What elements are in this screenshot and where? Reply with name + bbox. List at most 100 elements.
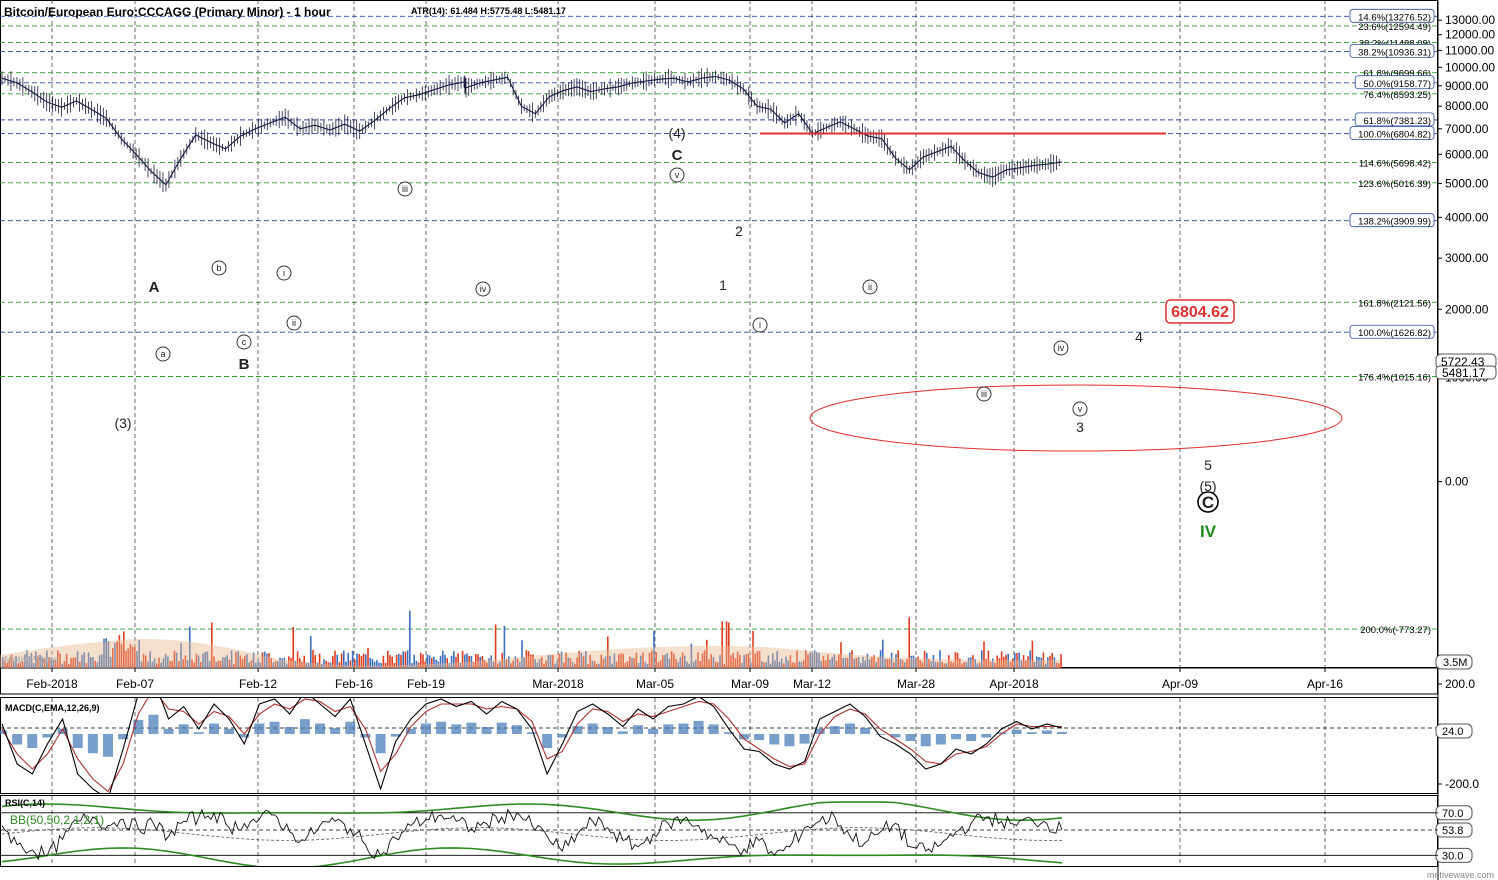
volume-bar	[961, 663, 963, 668]
volume-bar	[107, 641, 110, 668]
macd-layer	[0, 698, 1438, 793]
volume-bar	[208, 660, 211, 668]
volume-bar	[10, 654, 13, 668]
target-zone-ellipse	[809, 384, 1343, 452]
volume-bar	[237, 651, 239, 668]
volume-bar	[805, 650, 807, 668]
macd-histogram-bar	[557, 734, 568, 738]
volume-bar	[890, 652, 893, 668]
volume-bar	[721, 621, 723, 668]
volume-bar	[431, 657, 433, 668]
volume-bar	[349, 660, 352, 668]
macd-histogram-bar	[784, 734, 795, 747]
wave-label: i	[759, 320, 761, 330]
volume-bar	[783, 663, 785, 668]
volume-bar	[338, 662, 341, 668]
volume-bar	[200, 662, 202, 668]
volume-bar	[978, 662, 981, 668]
macd-histogram-bar	[57, 728, 68, 734]
volume-bar	[332, 656, 334, 668]
macd-histogram-bar	[193, 732, 204, 734]
macd-histogram-bar	[1041, 730, 1052, 734]
volume-bar	[281, 658, 283, 668]
volume-bar	[164, 653, 167, 668]
volume-bar	[365, 654, 367, 668]
volume-bar	[690, 643, 693, 668]
volume-bar	[426, 654, 429, 668]
x-tick-label: Mar-12	[793, 677, 831, 691]
volume-bar	[294, 660, 297, 668]
wave-label: 4	[1135, 329, 1143, 345]
volume-bar	[189, 626, 191, 668]
volume-bar	[827, 654, 829, 668]
volume-bar	[488, 658, 490, 668]
macd-histogram-bar	[451, 724, 462, 734]
volume-bar	[299, 658, 301, 668]
wave-label: 1	[719, 277, 727, 293]
volume-bar	[173, 650, 176, 668]
volume-bar	[921, 662, 924, 668]
wave-circle	[669, 167, 685, 183]
volume-bar	[362, 653, 365, 668]
wave-label: b	[216, 263, 221, 273]
macd-histogram-bar	[769, 734, 780, 745]
price-panel[interactable]	[0, 0, 1438, 668]
volume-bar	[79, 661, 81, 668]
volume-bar	[197, 655, 200, 668]
volume-bar	[2, 657, 4, 668]
volume-bar	[1018, 652, 1020, 668]
x-tick-label: Feb-12	[239, 677, 277, 691]
volume-bar	[600, 654, 602, 668]
volume-bar	[477, 654, 479, 668]
volume-bar	[28, 656, 30, 668]
volume-bar	[776, 651, 778, 668]
wave-label: iv	[480, 284, 487, 294]
volume-bar	[624, 662, 627, 668]
volume-bar	[853, 658, 855, 668]
volume-bar	[809, 652, 811, 668]
volume-bar	[541, 656, 543, 668]
volume-bar	[923, 650, 926, 668]
macd-histogram-bar	[678, 723, 689, 734]
volume-bar	[948, 655, 950, 668]
volume-bar	[1003, 656, 1005, 668]
volume-bar	[318, 653, 321, 668]
volume-bar	[481, 656, 484, 668]
volume-bar	[120, 644, 123, 668]
volume-bar	[162, 658, 165, 668]
volume-bar	[673, 653, 675, 668]
volume-bar	[950, 661, 952, 668]
volume-bar	[123, 631, 125, 668]
volume-bar	[985, 658, 987, 668]
volume-bar	[822, 655, 825, 668]
target-price-label[interactable]: 6804.62	[1165, 299, 1235, 324]
volume-bar	[558, 653, 561, 668]
volume-bar	[717, 662, 719, 668]
x-tick-label: Apr-16	[1307, 677, 1343, 691]
rsi-tag-label: 70.0	[1442, 808, 1463, 820]
volume-bar	[714, 661, 717, 668]
y-tick-label: 11000.00	[1445, 43, 1494, 57]
volume-bar	[750, 662, 752, 668]
volume-bar	[402, 651, 404, 668]
volume-bar	[888, 659, 891, 668]
volume-bar	[376, 660, 378, 668]
macd-histogram-bar	[345, 721, 356, 734]
volume-bar	[798, 661, 800, 668]
x-tick-label: Feb-07	[116, 677, 154, 691]
macd-histogram-bar	[436, 721, 447, 734]
macd-histogram-bar	[527, 732, 537, 734]
rsi-tag-label: 30.0	[1442, 850, 1463, 862]
volume-bar	[153, 658, 156, 668]
fib-label: 200.0%(-773.27)	[1360, 625, 1431, 636]
fib-label: 76.4%(8593.25)	[1363, 90, 1431, 101]
fib-label: 14.6%(13276.52)	[1358, 12, 1431, 23]
macd-histogram-bar	[935, 734, 946, 745]
volume-bar	[796, 650, 798, 668]
fib-label: 38.2%(10936.31)	[1358, 47, 1431, 58]
rsi-panel[interactable]	[0, 795, 1438, 867]
macd-histogram-bar	[1057, 731, 1067, 734]
fib-label: 50.0%(9158.77)	[1363, 79, 1431, 90]
volume-bar	[140, 661, 143, 668]
